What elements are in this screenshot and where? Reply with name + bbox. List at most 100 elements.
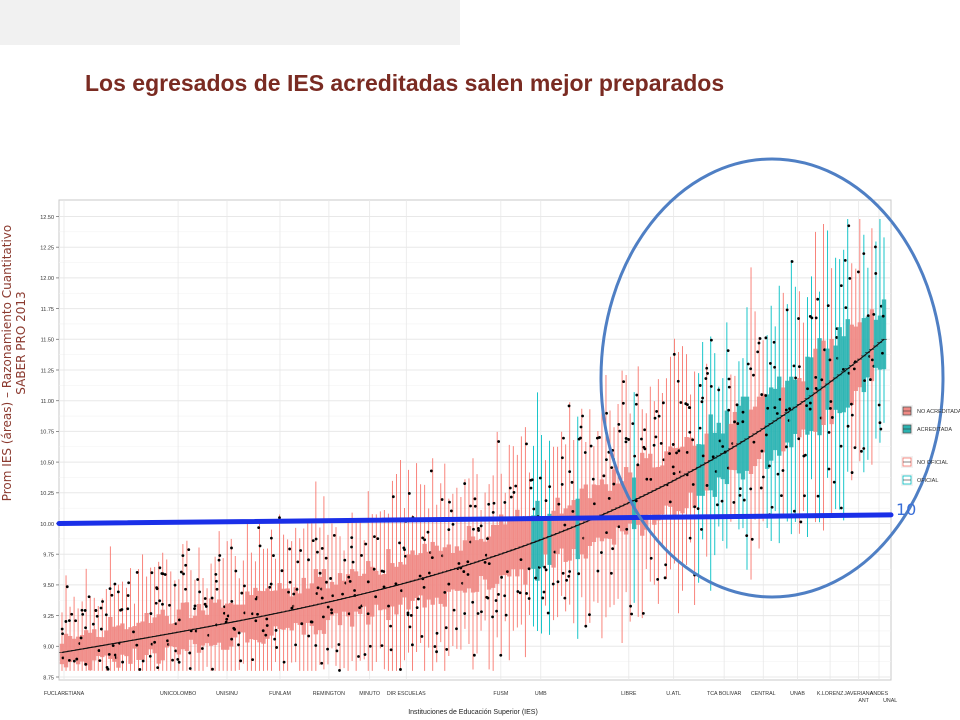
data-point bbox=[261, 629, 265, 633]
box-body bbox=[136, 622, 141, 660]
data-point bbox=[239, 659, 243, 663]
data-point bbox=[508, 486, 512, 490]
data-point bbox=[341, 592, 344, 596]
box-body bbox=[519, 520, 524, 570]
data-point bbox=[792, 364, 796, 368]
data-point bbox=[80, 608, 84, 612]
data-point bbox=[150, 571, 154, 575]
data-point bbox=[230, 599, 234, 603]
data-point bbox=[668, 500, 672, 504]
legend: NO ACREDITADA ACREDITADA NO OFICIAL OFICIAL bbox=[901, 405, 960, 486]
data-point bbox=[463, 612, 467, 615]
y-tick-label: 9.50 bbox=[43, 583, 54, 589]
y-tick-label: 11.50 bbox=[41, 338, 54, 344]
box-body bbox=[386, 549, 391, 621]
box-body bbox=[249, 595, 254, 640]
data-point bbox=[495, 609, 498, 613]
data-point bbox=[640, 437, 643, 441]
data-point bbox=[201, 647, 204, 650]
data-point bbox=[627, 438, 630, 441]
data-point bbox=[158, 566, 162, 570]
box-body bbox=[680, 446, 685, 514]
data-point bbox=[806, 387, 809, 391]
data-point bbox=[287, 590, 290, 594]
data-point bbox=[641, 611, 645, 615]
data-point bbox=[500, 575, 503, 579]
data-point bbox=[588, 613, 591, 617]
x-tick-label: UNICOLOMBO bbox=[160, 691, 196, 697]
data-point bbox=[764, 433, 768, 437]
data-point bbox=[292, 592, 296, 596]
data-point bbox=[149, 612, 153, 615]
data-point bbox=[447, 582, 451, 586]
box-body bbox=[861, 318, 867, 393]
box-body bbox=[825, 348, 830, 410]
y-tick-label: 11.75 bbox=[41, 307, 54, 313]
data-point bbox=[565, 578, 569, 582]
x-tick-label: REMINGTON bbox=[313, 691, 345, 697]
box-body bbox=[615, 483, 621, 528]
box-body bbox=[261, 591, 266, 644]
data-point bbox=[486, 537, 489, 541]
data-point bbox=[451, 522, 455, 526]
data-point bbox=[126, 594, 130, 597]
data-point bbox=[421, 536, 425, 540]
y-axis-label-line2: SABER PRO 2013 bbox=[14, 291, 28, 395]
data-point bbox=[214, 579, 218, 583]
y-axis-label: Prom IES (áreas) – Razonamiento Cuantita… bbox=[0, 225, 28, 502]
data-point bbox=[663, 576, 667, 580]
data-point bbox=[656, 577, 660, 581]
data-point bbox=[788, 407, 791, 411]
box-body bbox=[229, 602, 234, 647]
y-tick-label: 12.25 bbox=[40, 246, 54, 252]
data-point bbox=[826, 304, 830, 308]
data-point bbox=[471, 600, 475, 604]
box-body bbox=[881, 299, 887, 370]
box-body bbox=[349, 569, 355, 627]
box-body bbox=[124, 629, 129, 657]
data-point bbox=[166, 639, 169, 643]
data-point bbox=[81, 612, 85, 616]
box-body bbox=[547, 513, 552, 565]
box-body bbox=[648, 453, 653, 515]
data-point bbox=[171, 658, 174, 662]
data-point bbox=[829, 406, 832, 410]
box-body bbox=[220, 607, 226, 650]
data-point bbox=[193, 604, 197, 608]
data-point bbox=[215, 587, 219, 591]
data-point bbox=[757, 341, 761, 345]
data-point bbox=[776, 472, 780, 476]
data-point bbox=[179, 570, 183, 574]
box-body bbox=[676, 447, 681, 512]
data-point bbox=[527, 567, 531, 571]
data-point bbox=[182, 572, 185, 576]
data-point bbox=[503, 594, 507, 598]
data-point bbox=[661, 401, 665, 405]
data-point bbox=[698, 384, 702, 387]
data-point bbox=[611, 547, 615, 551]
data-point bbox=[403, 548, 406, 552]
data-point bbox=[126, 607, 130, 611]
box-body bbox=[511, 518, 516, 570]
data-point bbox=[218, 554, 222, 557]
data-point bbox=[435, 650, 438, 654]
data-point bbox=[491, 615, 494, 619]
x-tick-label: UNAB bbox=[790, 691, 805, 697]
data-point bbox=[107, 652, 111, 656]
box-body bbox=[172, 623, 178, 648]
data-point bbox=[823, 348, 826, 352]
data-point bbox=[874, 245, 877, 249]
data-point bbox=[84, 626, 87, 630]
data-point bbox=[463, 482, 467, 485]
data-point bbox=[329, 577, 333, 580]
data-point bbox=[672, 472, 676, 475]
data-point bbox=[337, 643, 341, 646]
data-point bbox=[343, 558, 347, 562]
box-body bbox=[253, 587, 258, 640]
data-point bbox=[457, 562, 461, 565]
data-point bbox=[541, 596, 545, 600]
box-body bbox=[760, 393, 766, 453]
box-body bbox=[720, 433, 726, 480]
data-point bbox=[404, 554, 407, 558]
data-point bbox=[671, 465, 675, 469]
